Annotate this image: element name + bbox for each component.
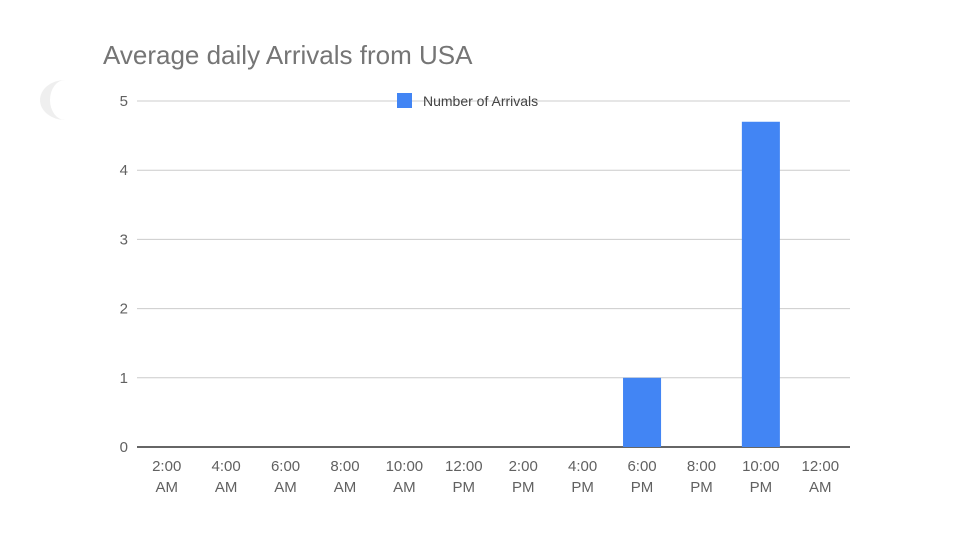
x-tick-label: 12:00 PM xyxy=(445,458,483,496)
bars xyxy=(623,121,780,447)
gridlines xyxy=(137,100,850,448)
x-tick-label: 6:00 AM xyxy=(271,458,300,496)
x-tick-label: 2:00 AM xyxy=(152,458,181,496)
bar xyxy=(623,377,662,447)
chart-title: Average daily Arrivals from USA xyxy=(103,40,473,70)
y-tick-label: 3 xyxy=(120,231,128,248)
x-tick-label: 2:00 PM xyxy=(509,458,538,496)
bar xyxy=(741,121,780,447)
x-tick-label: 10:00 AM xyxy=(386,458,424,496)
y-tick-label: 1 xyxy=(120,370,128,387)
legend-swatch xyxy=(397,93,412,108)
decorative-slide-shape xyxy=(40,80,90,120)
x-tick-label: 10:00 PM xyxy=(742,458,780,496)
legend-label: Number of Arrivals xyxy=(423,93,538,109)
legend: Number of Arrivals xyxy=(397,93,538,109)
x-tick-label: 4:00 PM xyxy=(568,458,597,496)
x-tick-label: 12:00 AM xyxy=(802,458,840,496)
y-tick-label: 0 xyxy=(120,439,128,456)
x-axis-tick-labels: 2:00 AM 4:00 AM 6:00 AM 8:00 AM 10:00 AM 12:00 PM 2:… xyxy=(152,458,839,496)
x-tick-label: 8:00 PM xyxy=(687,458,716,496)
x-tick-label: 4:00 AM xyxy=(212,458,241,496)
y-tick-label: 5 xyxy=(120,93,128,110)
y-tick-label: 4 xyxy=(120,162,128,179)
x-tick-label: 8:00 AM xyxy=(330,458,359,496)
y-axis-tick-labels: 0 1 2 3 4 5 xyxy=(120,93,128,456)
y-tick-label: 2 xyxy=(120,301,128,318)
x-tick-label: 6:00 PM xyxy=(627,458,656,496)
